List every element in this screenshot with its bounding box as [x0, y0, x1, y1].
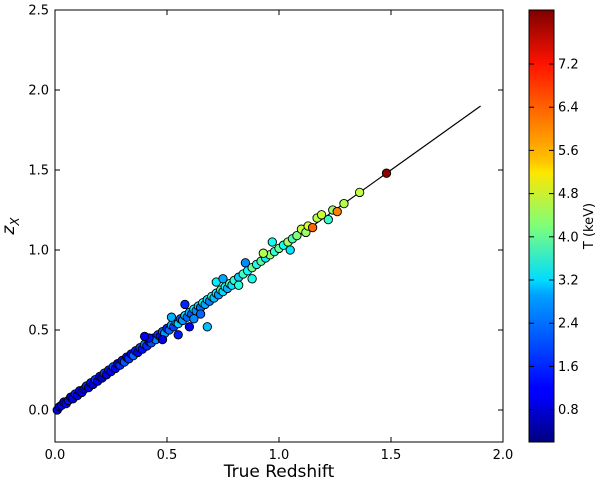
colorbar-label: T (keV) [582, 203, 597, 250]
scatter-point [139, 331, 150, 342]
scatter-point [240, 258, 251, 268]
scatter-point [234, 280, 244, 290]
y-axis-ticks: 0.0 0.5 1.0 1.5 2.0 2.5 [28, 4, 503, 419]
scatter-point [173, 330, 183, 340]
scatter-point [180, 299, 190, 310]
scatter-point [285, 245, 295, 255]
y-tick-label: 0.0 [28, 404, 49, 419]
y-axis-title-main: z [0, 225, 19, 236]
scatter-point [292, 230, 302, 241]
y-axis-title: zX [0, 217, 22, 236]
scatter-point [157, 334, 168, 345]
x-tick-label: 1.0 [269, 448, 290, 463]
scatter-point [316, 210, 327, 220]
colorbar-tick-label: 2.4 [558, 317, 579, 332]
colorbar-tick-label: 1.6 [558, 360, 579, 375]
y-tick-label: 1.5 [28, 164, 49, 179]
scatter-point [323, 214, 333, 225]
x-tick-label: 1.5 [381, 448, 402, 463]
y-tick-label: 0.5 [28, 324, 49, 339]
svg-text:zX: zX [0, 217, 22, 236]
y-tick-label: 2.0 [28, 84, 49, 99]
scatter-point [202, 322, 212, 332]
colorbar-tick-label: 4.8 [558, 187, 579, 202]
scatter-point [381, 168, 392, 178]
plot-area: 0.0 0.5 1.0 1.5 2.0 0.0 0.5 1.0 1.5 2.0 2.5 [28, 4, 513, 464]
y-axis-title-sub: X [8, 217, 22, 227]
scatter-points [52, 168, 392, 415]
scatter-point [184, 322, 195, 332]
scatter-point [267, 237, 277, 247]
plot-frame [54, 9, 504, 443]
x-tick-label: 0.0 [45, 448, 66, 463]
scatter-point [332, 206, 342, 217]
colorbar-tick-label: 0.8 [558, 403, 579, 418]
colorbar-gradient [528, 9, 555, 443]
colorbar-tick-label: 7.2 [558, 58, 579, 73]
scatter-point [307, 222, 318, 233]
scatter-point [258, 248, 268, 258]
colorbar-tick-label: 4.0 [558, 230, 579, 245]
y-tick-label: 1.0 [28, 244, 49, 259]
colorbar-tick-label: 6.4 [558, 101, 579, 116]
scatter-point [166, 312, 177, 322]
colorbar-tick-label: 3.2 [558, 274, 579, 289]
scatter-point [339, 198, 349, 209]
x-tick-label: 2.0 [493, 448, 514, 463]
x-tick-label: 0.5 [157, 448, 178, 463]
scatter-point [218, 274, 228, 284]
scatter-point [247, 274, 257, 284]
scatter-point [189, 314, 199, 324]
x-axis-title: True Redshift [223, 462, 335, 482]
colorbar-tick-label: 5.6 [558, 144, 579, 159]
scatter-point [354, 187, 365, 198]
y-tick-label: 2.5 [28, 4, 49, 19]
x-axis-ticks: 0.0 0.5 1.0 1.5 2.0 [45, 10, 514, 463]
colorbar: 0.8 1.6 2.4 3.2 4.0 4.8 5.6 6.4 7.2 T (keV) [528, 9, 597, 443]
scatter-point [195, 309, 206, 319]
colorbar-ticks: 0.8 1.6 2.4 3.2 4.0 4.8 5.6 6.4 7.2 [529, 58, 579, 418]
